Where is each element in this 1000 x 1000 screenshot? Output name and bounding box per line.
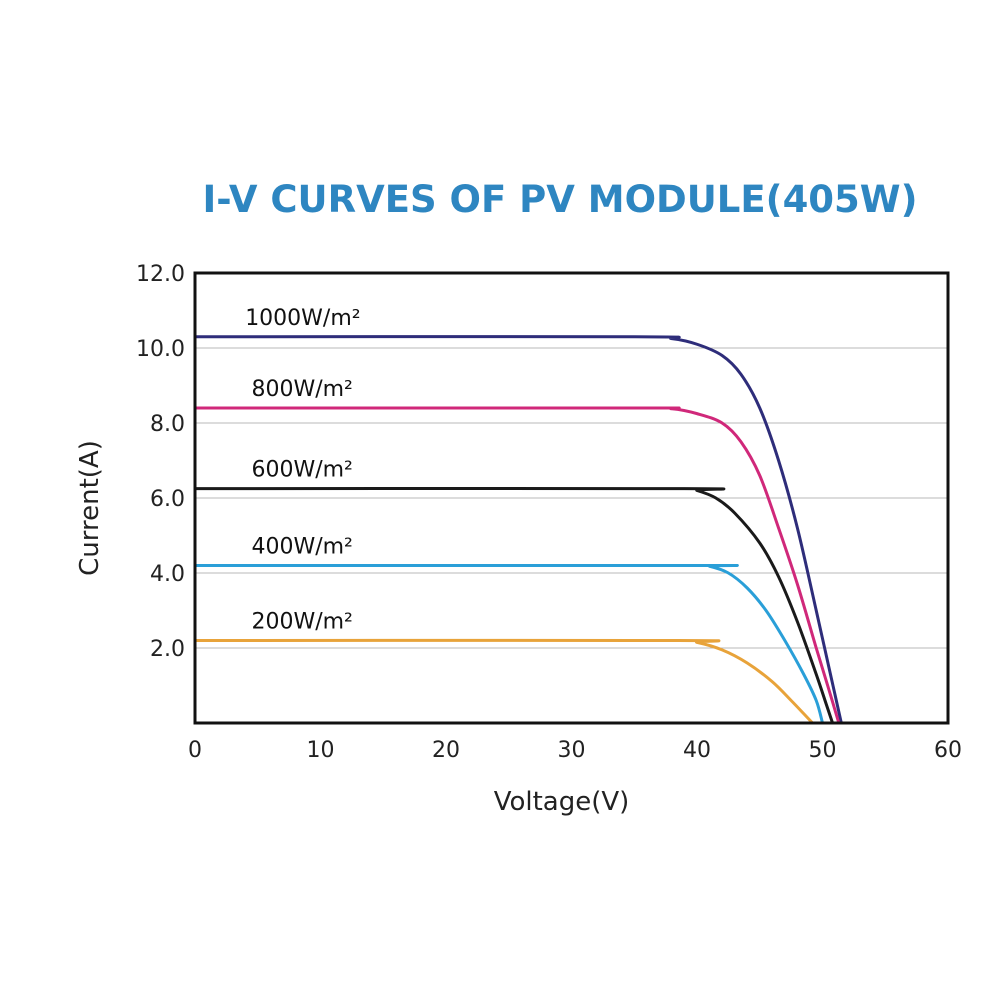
series-label-1: 800W/m² [251,377,352,402]
x-tick-label-3: 30 [558,738,586,763]
y-tick-label-5: 12.0 [136,262,185,287]
x-tick-label-4: 40 [683,738,711,763]
series-labels: 1000W/m² 800W/m² 600W/m² 400W/m² 200W/m² [245,306,360,635]
y-tick-labels: 2.0 4.0 6.0 8.0 10.0 12.0 [136,262,185,662]
x-tick-label-0: 0 [188,738,202,763]
y-tick-label-4: 10.0 [136,337,185,362]
y-tick-label-2: 6.0 [150,487,185,512]
series-line-4 [194,638,814,725]
series-lines [194,335,843,725]
series-line-2 [194,486,834,724]
y-tick-label-0: 2.0 [150,637,185,662]
x-axis-label: Voltage(V) [494,787,630,817]
series-label-3: 400W/m² [251,535,352,560]
x-tick-label-6: 60 [934,738,962,763]
chart-title: I-V CURVES OF PV MODULE(405W) [202,178,918,221]
series-line-3 [194,563,824,724]
x-tick-label-1: 10 [307,738,335,763]
series-label-2: 600W/m² [251,458,352,483]
y-tick-label-3: 8.0 [150,412,185,437]
series-line-0 [194,335,843,724]
plot-frame [193,271,950,725]
series-label-4: 200W/m² [251,610,352,635]
y-axis-label: Current(A) [75,440,105,576]
y-tick-label-1: 4.0 [150,562,185,587]
series-line-1 [194,406,841,724]
x-tick-label-5: 50 [809,738,837,763]
series-label-0: 1000W/m² [245,306,360,331]
x-tick-labels: 0 10 20 30 40 50 60 [188,738,962,763]
x-tick-label-2: 20 [432,738,460,763]
